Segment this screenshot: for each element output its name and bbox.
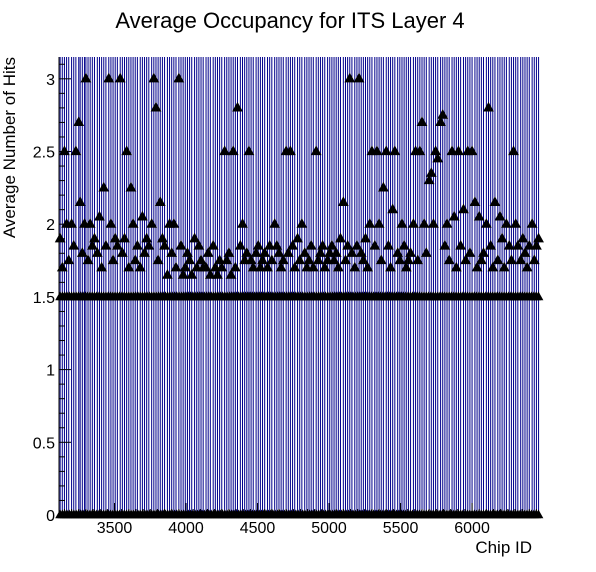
- x-tick-label: 5000: [311, 520, 347, 537]
- x-tick-label: 5500: [383, 520, 419, 537]
- y-tick-label: 3: [46, 72, 55, 89]
- y-tick-label: 2: [46, 217, 55, 234]
- y-tick-label: 0.5: [33, 435, 55, 452]
- y-axis-label: Average Number of Hits: [0, 57, 19, 238]
- y-tick-label: 0: [46, 508, 55, 525]
- x-tick-label: 4000: [168, 520, 204, 537]
- y-tick-label: 2.5: [33, 145, 55, 162]
- x-tick-label: 6000: [454, 520, 490, 537]
- x-axis-label: Chip ID: [475, 538, 532, 557]
- chart-title: Average Occupancy for ITS Layer 4: [115, 8, 464, 33]
- y-tick-label: 1: [46, 363, 55, 380]
- y-tick-label: 1.5: [33, 290, 55, 307]
- x-tick-label: 3500: [97, 520, 133, 537]
- x-tick-label: 4500: [240, 520, 276, 537]
